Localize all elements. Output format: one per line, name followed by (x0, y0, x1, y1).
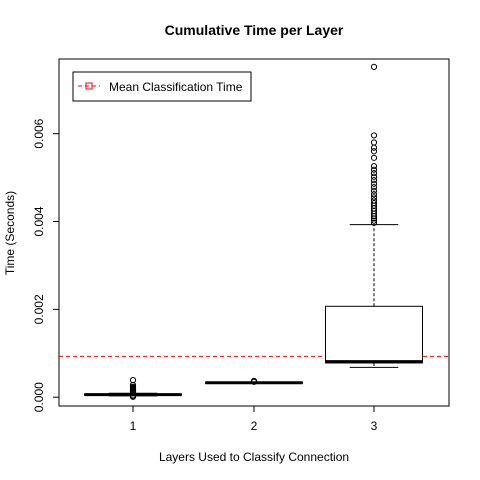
outlier-point (370, 219, 378, 226)
box-iqr (325, 305, 423, 364)
outlier-point (370, 163, 378, 170)
y-axis: 0.000 0.002 0.004 0.006 (32, 118, 59, 412)
outlier-point (370, 173, 378, 180)
box-group (84, 63, 423, 400)
chart-title: Cumulative Time per Layer (165, 22, 344, 38)
x-tick-label: 2 (251, 419, 258, 433)
legend-label-mean: Mean Classification Time (109, 80, 243, 94)
outlier-point (129, 376, 137, 384)
y-tick-label: 0.000 (32, 382, 46, 412)
outlier-point (370, 177, 378, 184)
outlier-point (129, 383, 137, 390)
legend-box (72, 71, 252, 102)
outlier-point (370, 180, 378, 187)
x-tick-label: 3 (371, 419, 378, 433)
outlier-point (370, 166, 378, 173)
outlier-point (370, 187, 378, 194)
x-axis: 1 2 3 (130, 406, 378, 433)
outlier-point (370, 148, 378, 155)
y-tick-label: 0.006 (32, 118, 46, 148)
outlier-point (370, 132, 378, 139)
x-tick-label: 1 (130, 419, 137, 433)
y-tick-label: 0.002 (32, 294, 46, 324)
y-tick-label: 0.004 (32, 206, 46, 236)
outlier-point (370, 217, 378, 224)
outlier-point (370, 199, 378, 207)
y-axis-label: Time (Seconds) (3, 191, 17, 275)
legend: Mean Classification Time (72, 71, 252, 102)
outlier-point (370, 139, 378, 146)
outlier-point (370, 191, 378, 198)
outlier-point (370, 154, 378, 161)
outlier-point (250, 377, 258, 385)
outlier-point (370, 184, 378, 191)
outlier-point (370, 197, 378, 204)
outlier-point (370, 194, 378, 201)
x-axis-label: Layers Used to Classify Connection (159, 450, 349, 464)
outlier-point (370, 63, 378, 71)
legend-marker-swatch (85, 82, 93, 90)
outlier-point (370, 170, 378, 177)
